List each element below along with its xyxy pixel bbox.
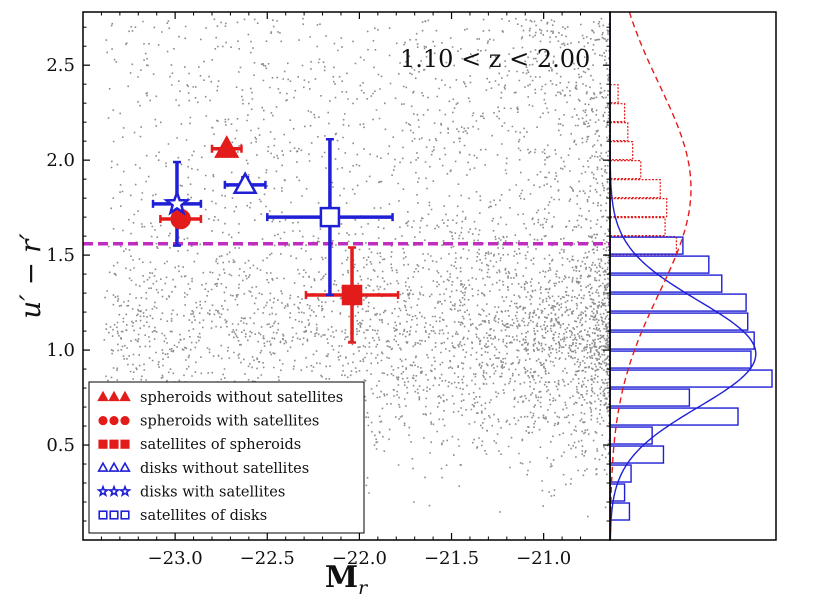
histogram-bar-blue <box>610 274 723 293</box>
legend-entry-spheroids-with-satellites-marker <box>98 416 108 426</box>
histogram-bar-red <box>610 198 668 218</box>
x-tick-label: −21.0 <box>516 548 571 569</box>
y-tick-label: 0.5 <box>46 435 75 456</box>
side-histogram <box>610 12 773 540</box>
legend-entry-spheroids-without-satellites: spheroids without satellites <box>97 390 343 406</box>
histogram-bar-red <box>610 217 666 237</box>
histogram-bar-blue <box>610 369 773 388</box>
legend-box <box>88 381 365 534</box>
histogram-bar-blue <box>610 388 691 407</box>
marker-satellites-of-disks <box>319 206 341 228</box>
legend-entry-satellites-of-spheroids-marker <box>98 439 108 449</box>
y-tick-label: 1.0 <box>46 340 75 361</box>
histogram-bar-blue <box>610 407 739 426</box>
legend-entry-disks-with-satellites-label: disks with satellites <box>140 484 285 500</box>
redshift-annotation: 1.10 < z < 2.00 <box>400 45 590 73</box>
error-bars <box>151 138 400 344</box>
legend-entry-disks-with-satellites-marker <box>96 484 110 497</box>
side-plot-frame <box>609 11 777 541</box>
histogram-bar-red <box>610 122 629 142</box>
legend-entry-disks-without-satellites-label: disks without satellites <box>140 461 309 477</box>
x-tick-label: −21.5 <box>424 548 479 569</box>
legend-entry-spheroids-without-satellites-marker <box>108 390 120 402</box>
y-tick-label: 1.5 <box>46 245 75 266</box>
legend-entry-satellites-of-spheroids: satellites of spheroids <box>98 437 301 453</box>
histogram-bar-blue <box>610 331 755 350</box>
histogram-bar-blue <box>610 312 749 331</box>
histogram-bar-blue <box>610 445 665 464</box>
histogram-bar-blue <box>610 350 752 369</box>
y-tick-label: 2.5 <box>46 55 75 76</box>
marker-disks-without-satellites <box>232 171 258 195</box>
legend-entry-disks-without-satellites-marker <box>119 461 131 472</box>
histogram-bar-blue <box>610 293 747 312</box>
data-markers <box>163 135 363 306</box>
legend-entry-disks-with-satellites: disks with satellites <box>96 484 285 500</box>
y-tick-label: 2.0 <box>46 150 75 171</box>
legend-entry-satellites-of-disks-label: satellites of disks <box>140 508 267 524</box>
x-axis-title: Mr <box>325 560 369 599</box>
legend-entry-satellites-of-spheroids-label: satellites of spheroids <box>140 437 301 453</box>
legend-entry-disks-without-satellites-marker <box>108 461 120 472</box>
axis-ticks: −23.0 −22.5 −22.0 −21.5 −21.0 0.5 1.0 1.5 2.0 2.5 <box>46 12 610 569</box>
marker-satellites-of-spheroids <box>341 284 363 306</box>
legend-entry-satellites-of-disks-marker <box>109 510 119 520</box>
marker-spheroids-with-satellites <box>170 208 191 230</box>
legend-entry-disks-with-satellites-marker <box>118 484 132 497</box>
histogram-bar-red <box>610 141 634 161</box>
legend-entry-spheroids-with-satellites-label: spheroids with satellites <box>140 414 319 430</box>
legend-entry-spheroids-with-satellites-marker <box>120 416 130 426</box>
histogram-bar-red <box>610 179 661 199</box>
legend-entry-satellites-of-spheroids-marker <box>120 439 130 449</box>
legend-entry-satellites-of-disks-marker <box>120 510 130 520</box>
legend-entry-spheroids-without-satellites-marker <box>119 390 131 402</box>
legend: spheroids without satellites spheroids wi… <box>88 381 365 534</box>
legend-entry-spheroids-without-satellites-label: spheroids without satellites <box>140 390 343 406</box>
x-axis-title-main: M <box>325 560 358 595</box>
legend-entry-spheroids-with-satellites-marker <box>109 416 119 426</box>
histogram-bar-blue <box>610 255 710 274</box>
legend-entry-disks-without-satellites: disks without satellites <box>97 461 309 477</box>
histogram-bar-blue <box>610 426 653 445</box>
y-axis-title: u′ − r′ <box>14 233 47 319</box>
legend-entry-spheroids-without-satellites-marker <box>97 390 109 402</box>
histogram-bar-blue <box>610 464 632 483</box>
legend-entry-satellites-of-disks: satellites of disks <box>98 508 267 524</box>
legend-entry-spheroids-with-satellites: spheroids with satellites <box>98 414 319 430</box>
legend-entry-disks-with-satellites-marker <box>107 484 121 497</box>
x-tick-label: −22.5 <box>240 548 295 569</box>
histogram-bar-red <box>610 84 619 104</box>
histogram-curve-blue <box>610 12 757 540</box>
x-axis-title-sub: r <box>358 577 369 599</box>
legend-entry-satellites-of-spheroids-marker <box>109 439 119 449</box>
legend-entry-satellites-of-disks-marker <box>98 510 108 520</box>
histogram-bar-red <box>610 103 626 123</box>
histogram-bar-blue <box>610 502 631 521</box>
histogram-bar-red <box>610 236 678 256</box>
x-tick-label: −22.0 <box>332 548 387 569</box>
marker-disks-with-satellites <box>163 189 191 216</box>
histogram-curve-red <box>610 12 692 540</box>
histogram-bar-red <box>610 160 642 180</box>
histogram-bar-blue <box>610 483 626 502</box>
legend-entry-disks-without-satellites-marker <box>97 461 109 472</box>
marker-spheroids-without-satellites <box>214 135 240 158</box>
histogram-bar-blue <box>610 236 684 255</box>
x-tick-label: −23.0 <box>148 548 203 569</box>
